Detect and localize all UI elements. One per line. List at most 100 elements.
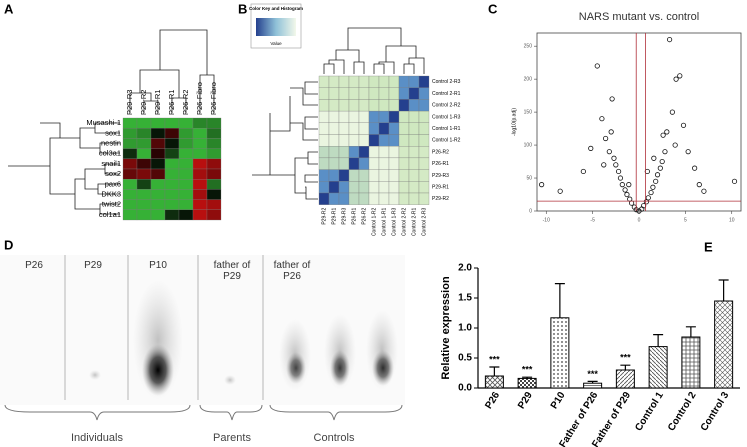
row-label: Control 1-R3 (432, 114, 461, 120)
heatmap-cell (164, 189, 180, 200)
heatmap-cell (368, 122, 380, 135)
y-tick-label: 100 (524, 142, 533, 148)
point (588, 145, 594, 151)
column-label: Control 1-R1 (381, 207, 387, 236)
heatmap-cell (418, 122, 430, 135)
heatmap-cell (122, 158, 138, 170)
heatmap-cell (150, 189, 166, 200)
heatmap-cell (388, 110, 400, 123)
heatmap-cell (418, 87, 430, 100)
heatmap-cell (318, 75, 330, 88)
row-label: P26-R1 (432, 161, 449, 167)
blot-spot (286, 352, 306, 384)
chart-title: NARS mutant vs. control (579, 11, 699, 23)
heatmap-cell (150, 128, 166, 139)
heatmap-cell (328, 181, 340, 194)
heatmap-cell (192, 117, 208, 129)
heatmap-cell (408, 87, 420, 100)
point (557, 188, 563, 194)
group-label: Controls (314, 432, 355, 444)
lane-label: P29 (84, 260, 102, 271)
heatmap-cell (388, 192, 400, 205)
heatmap-cell (150, 158, 166, 170)
heatmap-cell (178, 189, 194, 200)
heatmap-cell (164, 138, 180, 149)
lane-label: P26 (25, 260, 43, 271)
heatmap-cell (338, 99, 350, 112)
lane-label: father of P26 (273, 260, 311, 282)
heatmap-cell (368, 75, 380, 88)
heatmap-cell (378, 110, 390, 123)
point (613, 162, 619, 168)
heatmap-cell (150, 138, 166, 149)
x-tick-label: P26 (483, 390, 502, 411)
heatmap-cell (378, 122, 390, 135)
error-bar (653, 334, 664, 347)
heatmap-cell (408, 110, 420, 123)
heatmap-cell (398, 169, 410, 182)
heatmap-cell (328, 110, 340, 123)
heatmap-cell (398, 99, 410, 112)
row-label: twist2 (102, 200, 121, 209)
blot-spot (142, 344, 174, 396)
error-bar (587, 380, 598, 384)
row-label: sox1 (105, 128, 121, 137)
heatmap-cell (328, 169, 340, 182)
heatmap-cell (150, 179, 166, 190)
point (648, 189, 654, 196)
heatmap-cell (136, 138, 152, 149)
row-label: P29-R2 (432, 196, 449, 202)
heatmap-cell (178, 158, 194, 170)
point (601, 162, 607, 168)
heatmap-cell (178, 199, 194, 210)
column-label: Control 2-R2 (401, 207, 407, 236)
heatmap-cell (318, 87, 330, 100)
error-bar (685, 326, 696, 337)
error-bar (718, 279, 729, 301)
row-label: Control 1-R2 (432, 138, 461, 144)
heatmap-cell (408, 146, 420, 159)
heatmap-cell (418, 157, 430, 170)
blot-trace (89, 370, 101, 380)
heatmap-cell (378, 181, 390, 194)
row-label: col3a1 (99, 149, 121, 158)
color-key-gradient (256, 18, 296, 36)
column-label: Control 1-R3 (391, 207, 397, 236)
heatmap-cell (122, 148, 138, 159)
heatmap-cell (338, 75, 350, 88)
error-bar (522, 376, 533, 379)
row-label: pax6 (105, 179, 121, 188)
heatmap-cell (338, 157, 350, 170)
heatmap-cell (318, 157, 330, 170)
heatmap-cell (192, 128, 208, 139)
y-tick-label: 0.5 (458, 353, 472, 364)
row-label: Musashi-1 (86, 118, 121, 127)
point (654, 172, 661, 178)
heatmap-cell (164, 179, 180, 190)
blot-spot (330, 350, 350, 386)
point (608, 129, 614, 135)
lane-label: father of P29 (213, 260, 251, 282)
heatmap-cell (206, 148, 222, 159)
point (611, 155, 617, 161)
heatmap-cell (338, 134, 350, 147)
point (599, 116, 605, 122)
bar (714, 300, 734, 389)
heatmap-cell (206, 189, 222, 200)
heatmap-cell (150, 148, 166, 159)
heatmap-cell (418, 75, 430, 88)
plot-frame-c (536, 32, 742, 212)
heatmap-cell (206, 158, 222, 170)
heatmap-cell (348, 75, 360, 88)
heatmap-cell (178, 138, 194, 149)
heatmap-cell (348, 146, 360, 159)
blot-trace (224, 375, 236, 385)
heatmap-cell (348, 181, 360, 194)
column-label: P26-R1 (167, 90, 176, 115)
point (680, 122, 687, 128)
point (673, 76, 679, 82)
heatmap-cell (408, 99, 420, 112)
significance-label: *** (587, 369, 598, 379)
row-label: P29-R1 (432, 184, 449, 190)
heatmap-cell (388, 122, 400, 135)
